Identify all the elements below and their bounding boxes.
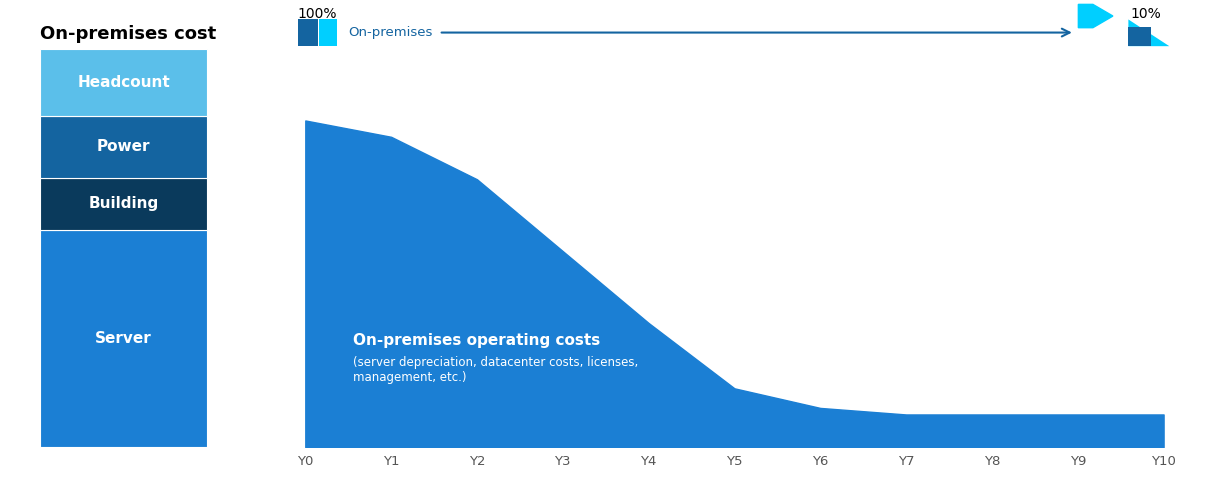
- Bar: [298, 19, 318, 46]
- Bar: [40, 178, 207, 230]
- Bar: [40, 116, 207, 178]
- Text: Power: Power: [96, 139, 151, 155]
- Text: (server depreciation, datacenter costs, licenses,
management, etc.): (server depreciation, datacenter costs, …: [353, 356, 637, 383]
- Text: 10%: 10%: [1130, 7, 1160, 21]
- Text: Building: Building: [88, 196, 159, 211]
- Bar: [40, 49, 207, 116]
- Text: Income statement: Income statement: [246, 202, 259, 323]
- FancyArrow shape: [1078, 4, 1113, 28]
- Text: Headcount: Headcount: [77, 75, 170, 90]
- Text: On-premises operating costs: On-premises operating costs: [353, 333, 600, 348]
- Bar: [40, 230, 207, 447]
- Text: Server: Server: [95, 331, 152, 346]
- Bar: [318, 19, 337, 46]
- Polygon shape: [1128, 19, 1169, 46]
- Text: On-premises: On-premises: [348, 26, 433, 39]
- Text: On-premises cost: On-premises cost: [40, 25, 216, 43]
- Bar: [1128, 27, 1151, 46]
- Text: 100%: 100%: [298, 7, 337, 21]
